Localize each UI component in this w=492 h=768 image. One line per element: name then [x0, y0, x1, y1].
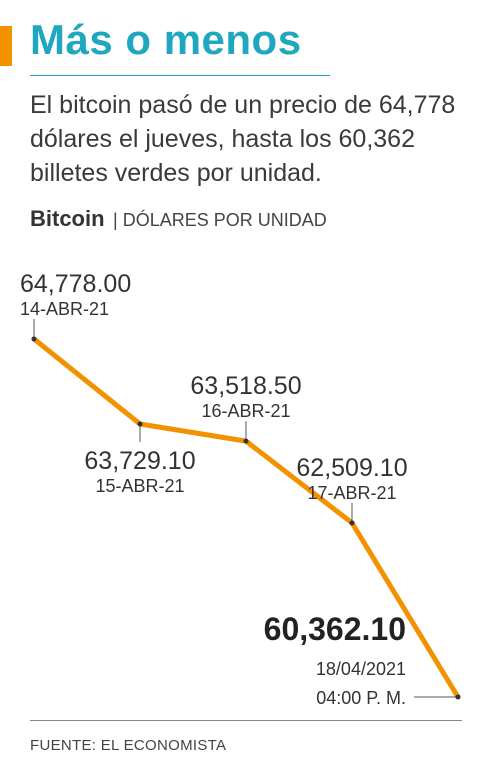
data-label-date: 16-ABR-21: [201, 401, 290, 421]
title-accent-bar: [0, 26, 12, 66]
title-divider: [30, 75, 330, 76]
data-label-value: 64,778.00: [20, 270, 131, 298]
data-label-date: 15-ABR-21: [95, 476, 184, 496]
data-label-time: 04:00 P. M.: [316, 688, 406, 708]
data-label-date: 18/04/2021: [316, 659, 406, 679]
data-label-value: 62,509.10: [296, 454, 407, 482]
data-label-value: 63,518.50: [190, 372, 301, 400]
footer-divider: [30, 720, 462, 721]
chart-series-name: Bitcoin: [30, 206, 105, 231]
page-subtitle: El bitcoin pasó de un precio de 64,778 d…: [30, 91, 456, 187]
chart-heading: Bitcoin | DÓLARES POR UNIDAD: [30, 206, 327, 232]
data-point: [137, 421, 143, 427]
chart-unit-label: | DÓLARES POR UNIDAD: [113, 210, 327, 230]
data-point: [31, 336, 37, 342]
data-point: [455, 694, 461, 700]
data-label-value: 60,362.10: [264, 611, 406, 647]
data-label-date: 14-ABR-21: [20, 299, 109, 319]
source-note: FUENTE: EL ECONOMISTA: [30, 737, 227, 754]
data-label-date: 17-ABR-21: [307, 483, 396, 503]
data-label-value: 63,729.10: [84, 447, 195, 475]
data-point: [243, 438, 249, 444]
data-point: [349, 520, 355, 526]
page-title: Más o menos: [30, 16, 302, 63]
